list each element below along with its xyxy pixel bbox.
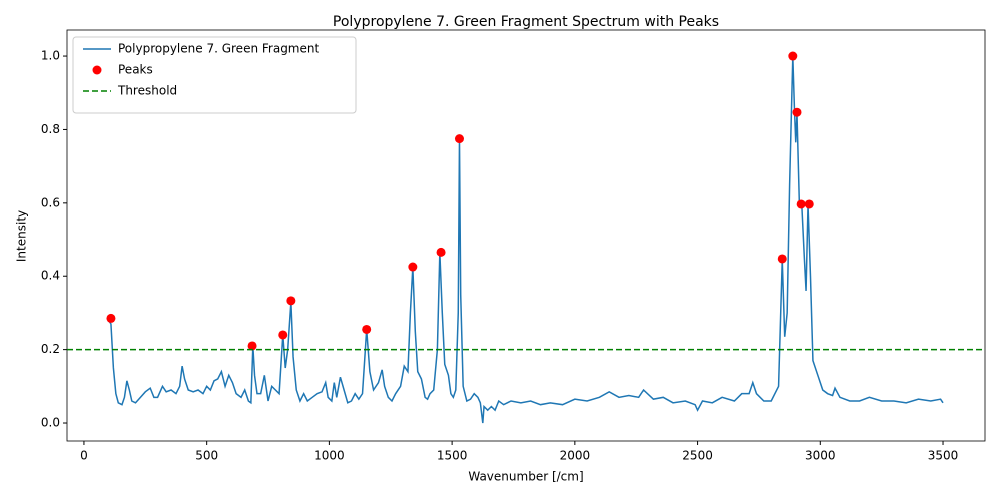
peak-point [454,134,464,144]
x-tick-label: 2500 [682,449,713,463]
x-tick-label: 3500 [928,449,959,463]
x-axis-label: Wavenumber [/cm] [468,470,583,484]
peak-point [804,199,814,209]
peak-point [362,324,372,334]
peak-point [777,254,787,264]
y-tick-label: 0.0 [41,416,60,430]
peak-point [278,330,288,340]
peak-point [286,296,296,306]
legend-label: Peaks [118,63,153,77]
x-tick-label: 3000 [805,449,836,463]
x-tick-label: 500 [195,449,218,463]
y-tick-label: 0.8 [41,122,60,136]
peak-point [788,51,798,61]
peak-point [106,313,116,323]
legend-box [72,36,357,114]
x-tick-label: 1000 [314,449,345,463]
x-tick-label: 0 [80,449,88,463]
y-tick-label: 1.0 [41,49,60,63]
peak-point [436,247,446,257]
spectrum-line [107,56,944,424]
x-tick-label: 1500 [437,449,468,463]
y-tick-label: 0.6 [41,195,60,209]
legend-swatch [92,65,102,75]
legend-label: Polypropylene 7. Green Fragment [118,42,319,56]
y-axis-label: Intensity [15,210,29,262]
chart-title: Polypropylene 7. Green Fragment Spectrum… [333,14,719,30]
peak-point [792,107,802,117]
plot-frame [66,29,986,442]
peak-point [408,262,418,272]
peak-point [796,199,806,209]
x-tick-label: 2000 [560,449,591,463]
peak-point [247,341,257,351]
y-tick-label: 0.4 [41,269,60,283]
y-tick-label: 0.2 [41,342,60,356]
legend-label: Threshold [117,84,177,98]
